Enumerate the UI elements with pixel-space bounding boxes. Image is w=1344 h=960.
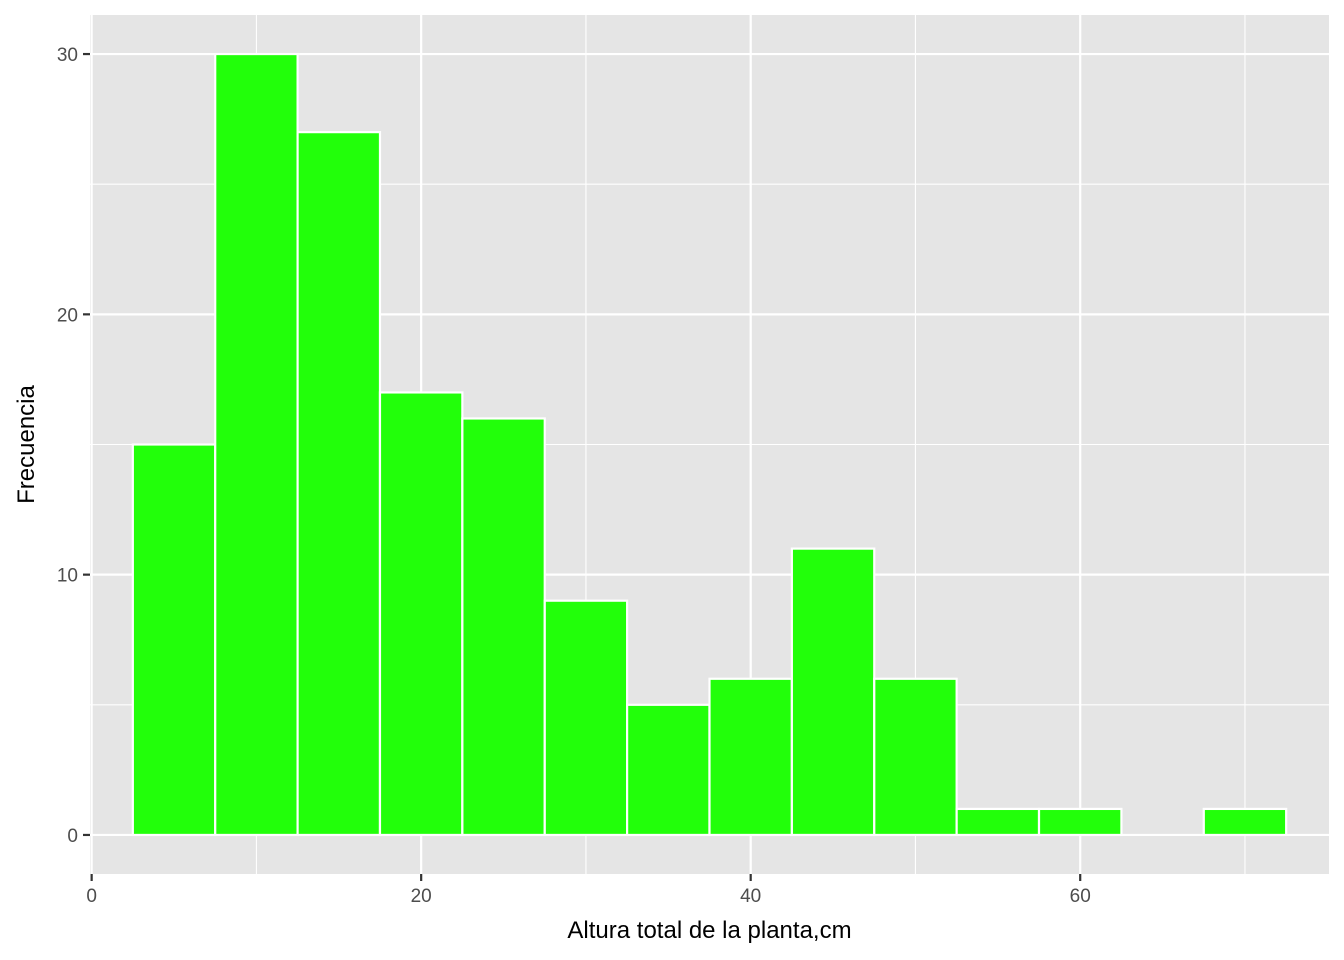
- histogram-bar-10: [873, 677, 958, 837]
- histogram-bar-6: [543, 599, 629, 837]
- histogram-bar-1: [131, 443, 217, 837]
- x-tick-label: 20: [411, 886, 432, 907]
- histogram-bar-2: [214, 52, 299, 837]
- histogram-bar-7: [626, 703, 711, 837]
- x-tick-label: 60: [1070, 886, 1091, 907]
- histogram-bar-5: [461, 417, 546, 837]
- histogram-bar-11: [955, 807, 1041, 837]
- x-tick-label: 40: [740, 886, 761, 907]
- y-axis-title: Frecuencia: [13, 384, 40, 503]
- y-tick-label: 20: [57, 305, 78, 326]
- x-axis: 0 20 40 60: [86, 874, 1091, 907]
- histogram-bar-12: [1037, 807, 1123, 837]
- y-axis: 0 10 20 30: [57, 45, 90, 847]
- y-tick-label: 30: [57, 45, 78, 66]
- x-axis-title: Altura total de la planta,cm: [567, 917, 851, 944]
- x-tick-label: 0: [86, 886, 97, 907]
- histogram-bar-8: [708, 677, 793, 837]
- histogram-bar-3: [296, 131, 382, 837]
- histogram-bar-9: [790, 547, 876, 837]
- y-tick-label: 10: [57, 566, 78, 587]
- histogram-bar-4: [378, 391, 464, 837]
- y-tick-label: 0: [67, 826, 78, 847]
- histogram-bars: [131, 52, 1288, 837]
- histogram-bar-14: [1202, 807, 1288, 837]
